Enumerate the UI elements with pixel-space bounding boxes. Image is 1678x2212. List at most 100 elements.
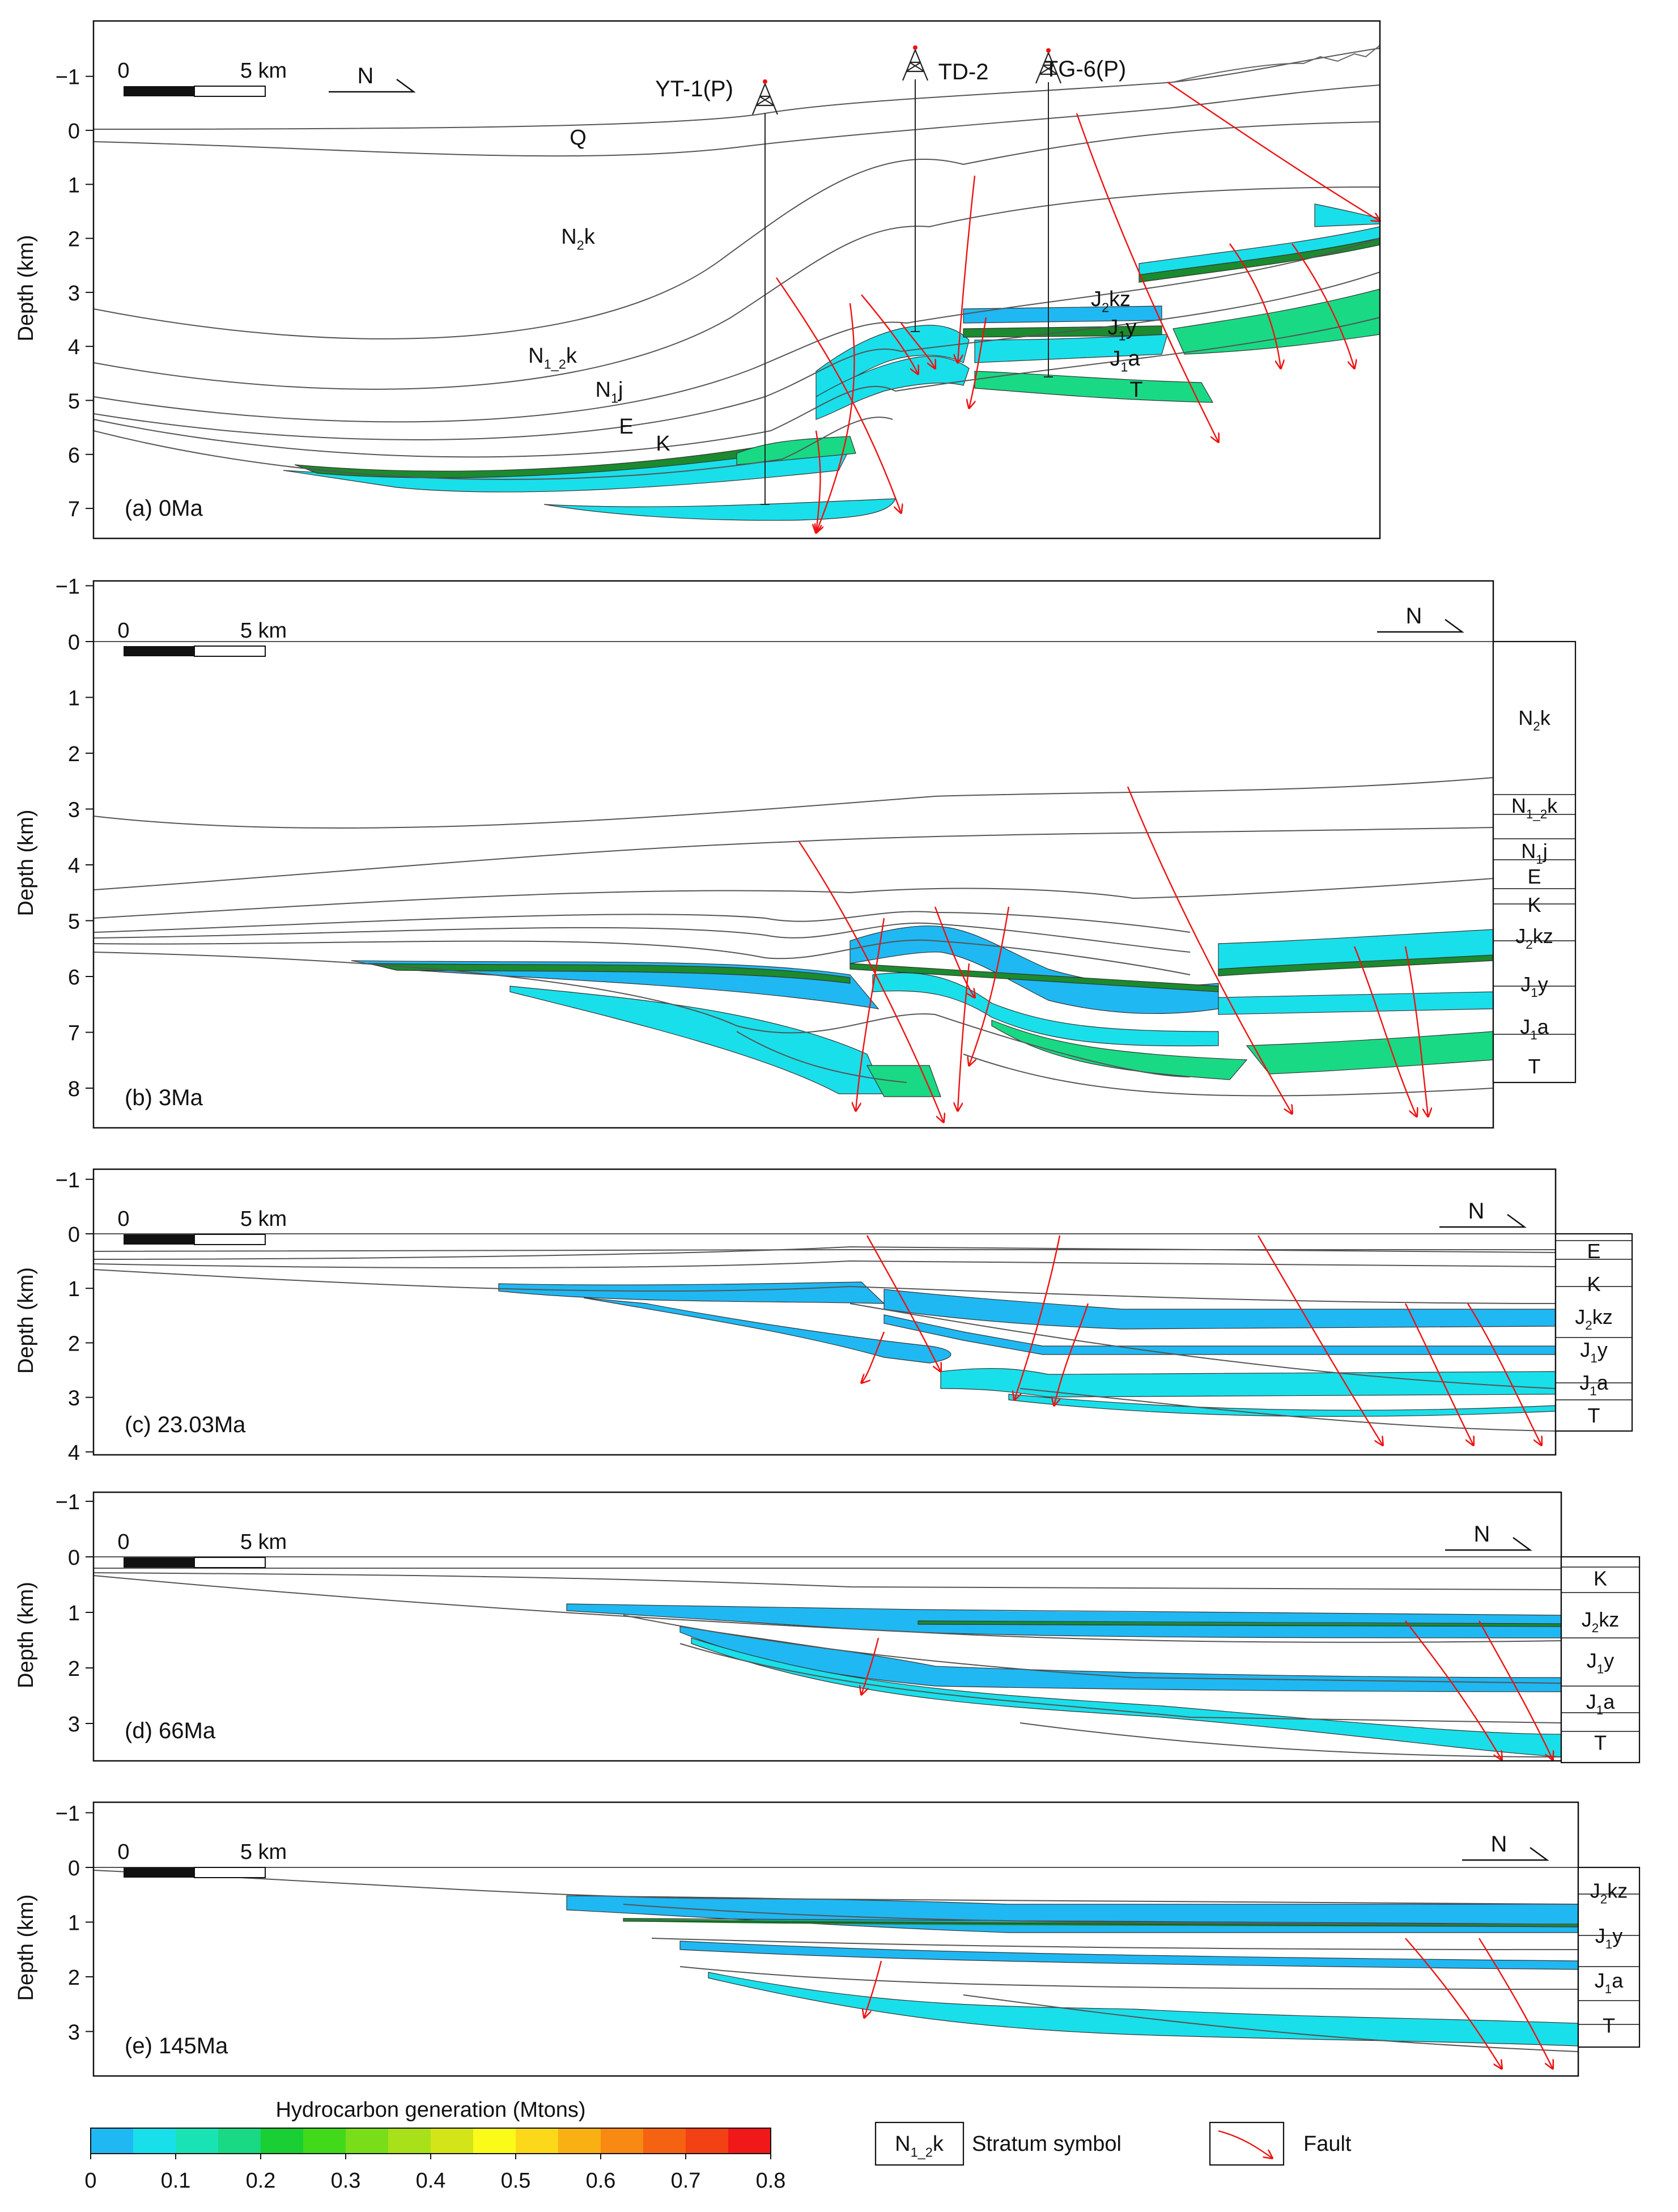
panel-5: −1 0 1 2 3 Depth (km) 0 5 km N (e) 145Ma J2kz J1y J1… xyxy=(14,1801,1641,2077)
horizon-line xyxy=(93,1246,1556,1260)
fault-line xyxy=(861,1331,885,1383)
y-tick-label: −1 xyxy=(56,66,80,90)
horizon-line xyxy=(93,952,1191,1077)
north-label: N xyxy=(1491,1832,1507,1857)
source-layer xyxy=(583,1297,951,1364)
well-top-dot xyxy=(913,45,917,50)
colorbar-segment xyxy=(261,2128,304,2154)
horizon-line xyxy=(623,1904,1579,1925)
y-tick-label: 4 xyxy=(68,1441,80,1465)
scale-bar-white xyxy=(194,646,266,657)
horizon-line xyxy=(93,922,1191,953)
colorbar-segment xyxy=(473,2128,516,2154)
y-tick-label: 0 xyxy=(68,1857,80,1880)
horizon-line xyxy=(963,1054,1494,1097)
stratum-label: J1y xyxy=(1595,1924,1622,1951)
horizon-line xyxy=(679,1966,1579,1990)
y-tick-label: −1 xyxy=(56,1169,80,1192)
well-label: TG-6(P) xyxy=(1044,57,1126,82)
source-layer xyxy=(849,963,1219,992)
scale-length-label: 5 km xyxy=(240,59,287,83)
fault-line xyxy=(1257,1235,1383,1445)
fault-line xyxy=(816,430,821,533)
y-tick-label: −1 xyxy=(56,1491,80,1514)
stratum-label: J1a xyxy=(1595,1969,1624,1996)
scale-bar-white xyxy=(194,1867,266,1878)
source-layer xyxy=(974,371,1214,403)
horizon-line xyxy=(93,48,1380,130)
fault-line xyxy=(1292,243,1354,368)
stratum-label: J2kz xyxy=(1575,1305,1612,1332)
horizon-line xyxy=(93,271,1380,440)
horizon-line xyxy=(1019,1388,1556,1432)
panel-4: −1 0 1 2 3 Depth (km) 0 5 km N (d) 66Ma K J2kz J1y J1… xyxy=(14,1491,1641,1764)
stratum-label: K xyxy=(656,432,670,456)
y-tick-label: 0 xyxy=(68,631,80,655)
horizon-line xyxy=(93,84,1380,157)
horizon-line xyxy=(963,1994,1579,2052)
source-layer xyxy=(368,963,851,984)
y-tick-label: 1 xyxy=(68,1602,80,1625)
panel-label: (a) 0Ma xyxy=(125,496,203,521)
scale-bar-black xyxy=(124,86,194,96)
topography-line xyxy=(1173,45,1380,83)
source-layer xyxy=(883,1289,1556,1330)
horizon-line xyxy=(93,1572,1562,1590)
horizon-line xyxy=(93,1575,1562,1643)
y-tick-label: 2 xyxy=(68,228,80,252)
y-axis-label: Depth (km) xyxy=(14,235,38,342)
stratum-label: J2kz xyxy=(1091,287,1131,315)
panel-2: −1 0 1 2 3 4 5 6 7 8 Depth (km) 0 5 km N (b) 3Ma N2k N1_… xyxy=(14,575,1577,1129)
y-tick-label: 7 xyxy=(68,498,80,521)
stratum-label: N1_2k xyxy=(1511,794,1558,821)
y-tick-label: 2 xyxy=(68,742,80,766)
horizon-line xyxy=(93,1870,1579,1905)
fault-line xyxy=(1478,1620,1553,1760)
north-label: N xyxy=(358,63,374,88)
source-layer xyxy=(543,498,896,521)
scale-length-label: 5 km xyxy=(240,1840,287,1864)
north-arrow-icon xyxy=(1445,1536,1532,1551)
y-tick-label: 5 xyxy=(68,390,80,414)
scale-zero-label: 0 xyxy=(117,619,129,643)
colorbar-segment xyxy=(388,2128,431,2154)
stratum-label: J2kz xyxy=(1582,1608,1619,1635)
fault-line xyxy=(1054,1303,1089,1406)
colorbar-segment xyxy=(91,2128,134,2154)
stratum-label: J1y xyxy=(1520,973,1548,1000)
y-tick-label: 5 xyxy=(68,910,80,934)
colorbar-segment xyxy=(218,2128,261,2154)
horizon-line xyxy=(93,186,1380,390)
colorbar-segment xyxy=(516,2128,559,2154)
y-tick-label: 3 xyxy=(68,2021,80,2045)
source-layer xyxy=(940,1368,1556,1398)
north-arrow-icon xyxy=(1462,1846,1549,1861)
horizon-line xyxy=(93,317,1380,458)
fault-line xyxy=(861,294,918,374)
y-tick-label: 6 xyxy=(68,966,80,990)
y-tick-label: 0 xyxy=(68,1223,80,1247)
colorbar-tick-label: 0.7 xyxy=(671,2169,701,2193)
source-layer xyxy=(963,305,1162,324)
colorbar-tick-label: 0.5 xyxy=(501,2169,531,2193)
colorbar-tick-label: 0.1 xyxy=(161,2169,191,2193)
scale-bar-black xyxy=(124,1234,194,1245)
fault-line xyxy=(1229,243,1281,368)
fault-line xyxy=(776,277,901,513)
fault-line xyxy=(1353,946,1417,1116)
colorbar-segment xyxy=(728,2128,771,2154)
stratum-label: E xyxy=(1527,865,1541,888)
y-tick-label: 2 xyxy=(68,1657,80,1681)
stratum-label: T xyxy=(1594,1731,1607,1755)
legend-stratum-box xyxy=(874,2121,965,2166)
stratum-label: J1y xyxy=(1107,316,1136,343)
horizon-line xyxy=(93,878,1494,919)
horizon-line xyxy=(736,1031,907,1083)
source-layer xyxy=(679,1941,1579,1970)
colorbar-segment xyxy=(686,2128,729,2154)
scale-bar-black xyxy=(124,1557,194,1568)
horizon-line xyxy=(93,1260,1556,1268)
stratum-label: E xyxy=(1587,1239,1600,1263)
stratum-label: J1y xyxy=(1580,1338,1607,1365)
y-tick-label: 8 xyxy=(68,1077,80,1101)
